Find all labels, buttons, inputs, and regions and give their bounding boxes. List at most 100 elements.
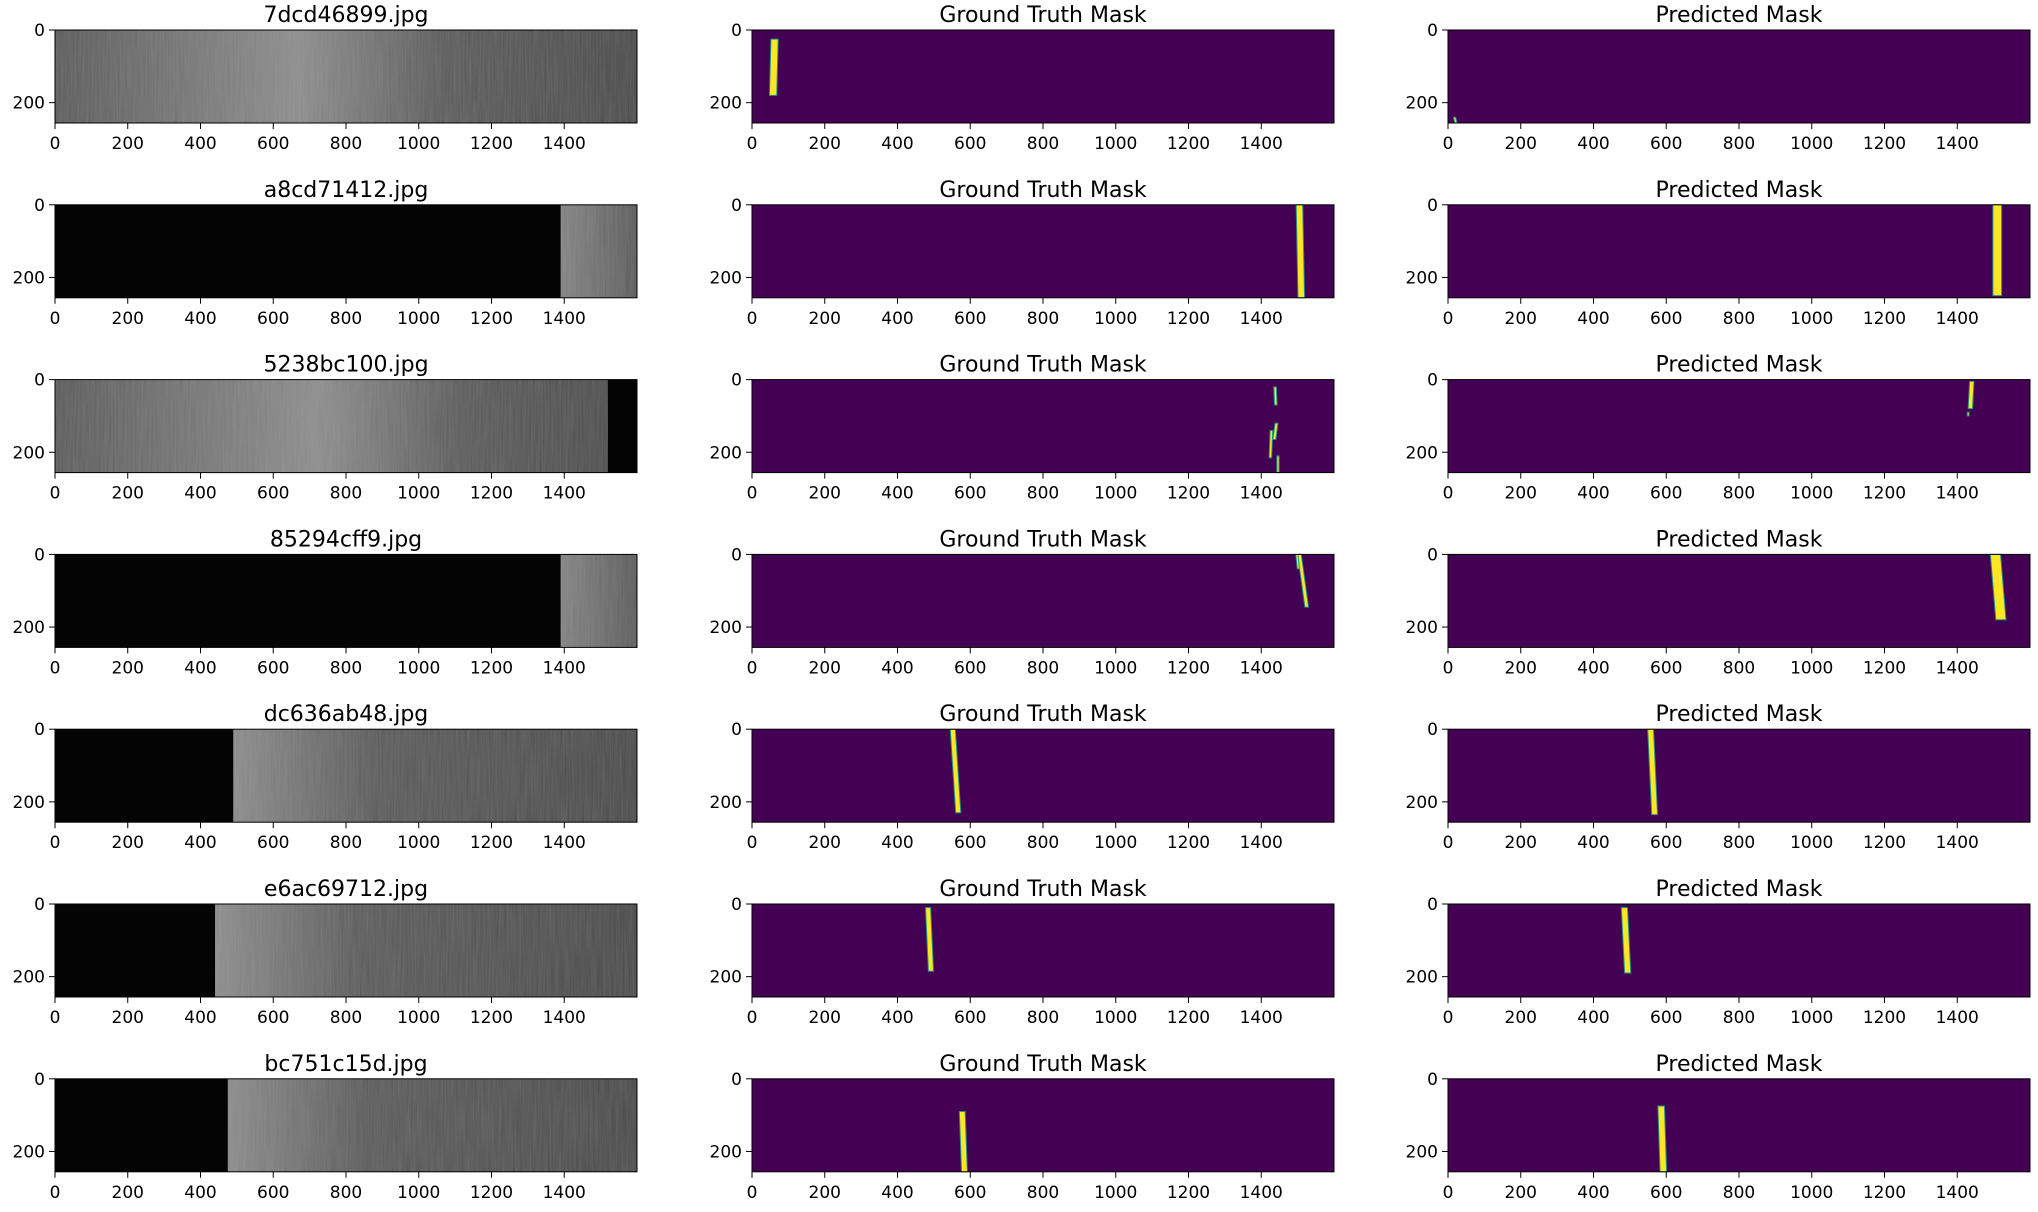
x-tick-label: 0 xyxy=(50,134,61,154)
x-tick-label: 1000 xyxy=(1790,1183,1833,1203)
x-tick-label: 600 xyxy=(1650,484,1682,504)
mask-background xyxy=(1448,205,2030,298)
x-tick-label: 0 xyxy=(747,658,758,678)
y-tick-label: 0 xyxy=(731,545,742,565)
x-tick-label: 400 xyxy=(1577,309,1609,329)
x-tick-label: 1200 xyxy=(1863,1183,1906,1203)
x-tick-label: 800 xyxy=(1723,1183,1755,1203)
x-tick-label: 1000 xyxy=(1094,484,1137,504)
x-tick-label: 200 xyxy=(112,309,144,329)
mask-background xyxy=(752,554,1334,647)
x-tick-label: 800 xyxy=(330,309,362,329)
x-tick-label: 1400 xyxy=(543,1183,586,1203)
x-tick-label: 1000 xyxy=(397,134,440,154)
y-tick-label: 0 xyxy=(34,545,45,565)
y-tick-label: 0 xyxy=(34,895,45,915)
x-tick-label: 600 xyxy=(257,309,289,329)
x-tick-label: 1000 xyxy=(1790,833,1833,853)
x-tick-label: 400 xyxy=(184,1183,216,1203)
x-tick-label: 1000 xyxy=(397,1183,440,1203)
y-tick-label: 0 xyxy=(1427,720,1438,740)
x-tick-label: 0 xyxy=(1443,484,1454,504)
x-tick-label: 200 xyxy=(1505,1008,1537,1028)
x-tick-label: 1400 xyxy=(1936,833,1979,853)
x-tick-label: 1200 xyxy=(470,484,513,504)
x-tick-label: 200 xyxy=(112,1183,144,1203)
panel-title: Predicted Mask xyxy=(1656,527,1823,552)
y-tick-label: 0 xyxy=(731,895,742,915)
panel-image-1: 0 200 400 600 800 1000 1200 140002007dcd46899.j… xyxy=(13,3,637,154)
x-tick-label: 200 xyxy=(1505,1183,1537,1203)
x-tick-label: 800 xyxy=(1027,309,1059,329)
x-tick-label: 600 xyxy=(954,484,986,504)
y-tick-label: 0 xyxy=(1427,545,1438,565)
y-tick-label: 200 xyxy=(710,618,742,638)
x-tick-label: 1200 xyxy=(1863,1008,1906,1028)
x-tick-label: 1400 xyxy=(543,1008,586,1028)
x-tick-label: 800 xyxy=(1723,309,1755,329)
x-tick-label: 0 xyxy=(1443,1008,1454,1028)
y-tick-label: 200 xyxy=(710,793,742,813)
x-tick-label: 1200 xyxy=(470,1008,513,1028)
x-tick-label: 0 xyxy=(1443,134,1454,154)
y-tick-label: 0 xyxy=(34,21,45,41)
x-tick-label: 200 xyxy=(112,658,144,678)
x-tick-label: 1000 xyxy=(1094,1183,1137,1203)
x-tick-label: 800 xyxy=(1027,1183,1059,1203)
y-tick-label: 0 xyxy=(34,371,45,391)
x-tick-label: 1200 xyxy=(1167,833,1210,853)
mask-background xyxy=(1448,904,2030,997)
x-tick-label: 200 xyxy=(112,484,144,504)
y-tick-label: 200 xyxy=(13,94,45,114)
x-tick-label: 600 xyxy=(954,1008,986,1028)
x-tick-label: 400 xyxy=(1577,134,1609,154)
x-tick-label: 0 xyxy=(747,1008,758,1028)
x-tick-label: 200 xyxy=(809,833,841,853)
x-tick-label: 1000 xyxy=(397,309,440,329)
x-tick-label: 400 xyxy=(184,134,216,154)
x-tick-label: 600 xyxy=(257,484,289,504)
x-tick-label: 1000 xyxy=(1094,658,1137,678)
panel-title: Ground Truth Mask xyxy=(939,353,1147,378)
x-tick-label: 0 xyxy=(1443,309,1454,329)
panel-image-4: 0 200 400 600 800 1000 1200 1400020085294cff9.j… xyxy=(13,527,637,678)
y-tick-label: 200 xyxy=(13,618,45,638)
x-tick-label: 1000 xyxy=(1790,1008,1833,1028)
panel-title: Predicted Mask xyxy=(1656,178,1823,203)
x-tick-label: 600 xyxy=(1650,309,1682,329)
y-tick-label: 0 xyxy=(34,1070,45,1090)
panel-title: 7dcd46899.jpg xyxy=(263,3,428,28)
panel-title: dc636ab48.jpg xyxy=(264,702,429,727)
x-tick-label: 800 xyxy=(330,484,362,504)
x-tick-label: 600 xyxy=(954,1183,986,1203)
x-tick-label: 1200 xyxy=(470,658,513,678)
y-tick-label: 200 xyxy=(710,443,742,463)
y-tick-label: 0 xyxy=(731,21,742,41)
x-tick-label: 1400 xyxy=(1240,1183,1283,1203)
x-tick-label: 400 xyxy=(881,309,913,329)
x-tick-label: 1400 xyxy=(1936,1183,1979,1203)
x-tick-label: 200 xyxy=(809,484,841,504)
image-dark-region xyxy=(55,205,561,298)
x-tick-label: 0 xyxy=(747,1183,758,1203)
y-tick-label: 200 xyxy=(710,268,742,288)
x-tick-label: 200 xyxy=(809,134,841,154)
x-tick-label: 0 xyxy=(1443,658,1454,678)
panel-ground-truth-3: 0 200 400 600 800 1000 1200 14000200Ground Trut… xyxy=(710,353,1334,504)
panel-title: Ground Truth Mask xyxy=(939,702,1147,727)
x-tick-label: 1000 xyxy=(397,658,440,678)
x-tick-label: 200 xyxy=(809,1183,841,1203)
x-tick-label: 1400 xyxy=(1936,484,1979,504)
x-tick-label: 1000 xyxy=(1790,309,1833,329)
mask-background xyxy=(1448,554,2030,647)
x-tick-label: 0 xyxy=(1443,833,1454,853)
x-tick-label: 400 xyxy=(184,309,216,329)
image-dark-region xyxy=(55,554,561,647)
panel-title: a8cd71412.jpg xyxy=(264,178,429,203)
panel-title: Predicted Mask xyxy=(1656,702,1823,727)
panel-title: Ground Truth Mask xyxy=(939,877,1147,902)
x-tick-label: 1400 xyxy=(543,134,586,154)
x-tick-label: 800 xyxy=(330,658,362,678)
y-tick-label: 0 xyxy=(1427,21,1438,41)
x-tick-label: 800 xyxy=(330,833,362,853)
